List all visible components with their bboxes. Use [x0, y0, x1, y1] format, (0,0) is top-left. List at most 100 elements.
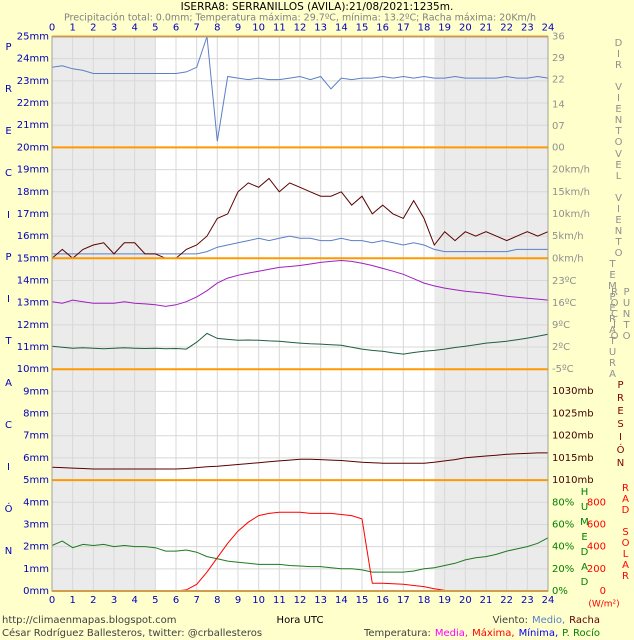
data-line [51, 332, 549, 355]
unit-label: (W/m²) [588, 600, 619, 610]
y-tick-label: 0mm [23, 586, 49, 597]
y3-tick-label: 600 [587, 519, 606, 530]
y2-tick-label: 20km/h [552, 165, 590, 176]
y-tick-label: 2mm [23, 542, 49, 553]
x-tick-label: 17 [397, 595, 410, 606]
y2-tick-label: 1020mb [552, 431, 594, 442]
y-tick-label: 16mm [17, 231, 49, 242]
data-line [51, 537, 549, 573]
y-axis-label: PRECIPITACIÓN [3, 42, 14, 588]
x-tick-label: 21 [480, 23, 493, 34]
x-tick-label: 4 [131, 595, 137, 606]
y-tick-label: 5mm [23, 475, 49, 486]
y2-tick-label: 14 [552, 99, 565, 110]
y2-tick-label: 40% [552, 542, 574, 553]
y-tick-label: 11mm [17, 342, 49, 353]
x-tick-label: 12 [294, 595, 307, 606]
legend-item: Medio, [532, 615, 565, 626]
night-shade [52, 480, 156, 591]
y3-tick-label: 400 [587, 542, 606, 553]
y-tick-label: 14mm [17, 275, 49, 286]
y-tick-label: 8mm [23, 409, 49, 420]
y3-tick-label: 0 [600, 586, 606, 597]
y2-tick-label: 16ºC [552, 298, 576, 309]
x-tick-label: 10 [252, 595, 265, 606]
y2-tick-label: 1010mb [552, 475, 594, 486]
x-tick-label: 24 [542, 23, 555, 34]
x-tick-label: 20 [459, 23, 472, 34]
y3-axis-label: RAD SOLAR [620, 482, 631, 582]
y-tick-label: 17mm [17, 209, 49, 220]
y2-axis-label: VEL VIENTO [613, 148, 624, 259]
y-tick-label: 15mm [17, 253, 49, 264]
data-line [51, 36, 549, 142]
x-tick-label: 5 [152, 23, 158, 34]
y-tick-label: 4mm [23, 497, 49, 508]
y2-tick-label: 29 [552, 53, 565, 64]
x-tick-label: 7 [193, 595, 199, 606]
x-tick-label: 23 [521, 595, 534, 606]
y2-axis-label: PUNTO ROCÍO [609, 287, 632, 342]
legend: Viento: Medio, Racha [493, 615, 600, 626]
legend-item: P. Rocío [562, 627, 600, 639]
x-tick-label: 3 [111, 595, 117, 606]
y2-tick-label: 80% [552, 497, 574, 508]
y2-tick-label: 23ºC [552, 276, 576, 287]
y2-tick-label: 07 [552, 121, 565, 132]
y-tick-label: 3mm [23, 519, 49, 530]
legend-item: Media, [435, 628, 468, 639]
y-tick-label: 9mm [23, 386, 49, 397]
x-tick-label: 0 [49, 595, 55, 606]
plot-frame [51, 36, 549, 592]
x-tick-label: 8 [214, 595, 220, 606]
y-tick-label: 21mm [17, 120, 49, 131]
x-tick-label: 11 [273, 23, 286, 34]
legend-label: Viento: [493, 615, 528, 626]
y-tick-label: 19mm [17, 165, 49, 176]
footer-author: César Rodríguez Ballesteros, twitter: @c… [2, 627, 262, 639]
y-tick-label: 12mm [17, 320, 49, 331]
legend-item: Racha [569, 615, 600, 626]
legend: Temperatura: Media, Máxima, Mínima, P. Rocío [363, 627, 600, 639]
x-tick-label: 12 [294, 23, 307, 34]
x-tick-label: 8 [214, 23, 220, 34]
x-tick-label: 2 [90, 595, 96, 606]
x-tick-label: 24 [542, 595, 555, 606]
x-tick-label: 9 [235, 595, 241, 606]
x-tick-label: 14 [335, 23, 348, 34]
y-tick-label: 25mm [17, 32, 49, 43]
y2-tick-label: 9ºC [552, 320, 570, 331]
y2-axis-label: DIR VIENTO [613, 37, 624, 148]
x-tick-label: 19 [438, 595, 451, 606]
night-shade [434, 147, 548, 259]
y2-axis-label: HUMEDAD [579, 486, 590, 592]
y2-tick-label: 1025mb [552, 408, 594, 419]
y2-tick-label: 15km/h [552, 187, 590, 198]
x-axis-label: Hora UTC [277, 615, 324, 626]
x-tick-label: 6 [173, 23, 179, 34]
night-shade [52, 258, 156, 370]
x-tick-label: 20 [459, 595, 472, 606]
night-shade [52, 147, 156, 259]
x-tick-label: 6 [173, 595, 179, 606]
chart-subtitle: Precipitación total: 0.0mm; Temperatura … [64, 13, 536, 24]
x-tick-label: 1 [69, 595, 75, 606]
legend-label: Temperatura: [363, 628, 431, 639]
y2-tick-label: 22 [552, 75, 565, 86]
night-shade [434, 480, 548, 591]
y2-tick-label: 1015mb [552, 453, 594, 464]
x-tick-label: 0 [49, 23, 55, 34]
x-tick-label: 22 [500, 595, 513, 606]
y2-tick-label: 36 [552, 32, 565, 43]
x-tick-label: 10 [252, 23, 265, 34]
y2-tick-label: 20% [552, 564, 574, 575]
data-line [51, 452, 548, 470]
x-tick-label: 1 [69, 23, 75, 34]
data-line [52, 235, 548, 255]
x-tick-label: 22 [500, 23, 513, 34]
x-tick-label: 19 [438, 23, 451, 34]
x-tick-label: 3 [111, 23, 117, 34]
y-tick-label: 6mm [23, 453, 49, 464]
footer-url: http://climaenmapas.blogspot.com [2, 615, 177, 626]
